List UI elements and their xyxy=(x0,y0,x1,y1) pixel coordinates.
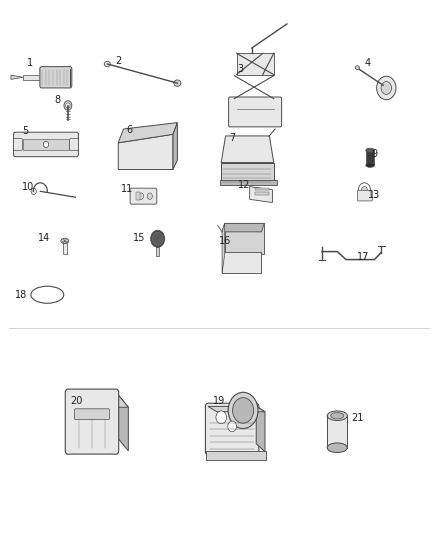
Text: 3: 3 xyxy=(237,64,243,74)
Polygon shape xyxy=(222,223,264,232)
Polygon shape xyxy=(118,123,177,143)
Bar xyxy=(255,192,269,195)
Polygon shape xyxy=(256,406,265,452)
Bar xyxy=(220,180,277,185)
FancyBboxPatch shape xyxy=(70,139,78,150)
Polygon shape xyxy=(68,392,128,407)
Circle shape xyxy=(147,193,152,199)
Text: 1: 1 xyxy=(27,58,33,68)
Bar xyxy=(237,53,274,75)
Bar xyxy=(366,150,374,165)
Circle shape xyxy=(43,141,49,148)
Bar xyxy=(206,451,266,459)
Polygon shape xyxy=(222,223,225,273)
Polygon shape xyxy=(221,163,274,181)
Ellipse shape xyxy=(355,66,360,69)
Circle shape xyxy=(31,188,36,195)
Bar xyxy=(136,192,140,200)
Circle shape xyxy=(66,103,70,108)
Ellipse shape xyxy=(327,443,347,453)
FancyBboxPatch shape xyxy=(229,97,282,127)
Ellipse shape xyxy=(174,80,181,86)
Text: 6: 6 xyxy=(126,125,132,135)
Bar xyxy=(327,416,347,448)
Ellipse shape xyxy=(31,286,64,303)
Circle shape xyxy=(64,101,72,110)
Polygon shape xyxy=(208,406,265,411)
Circle shape xyxy=(152,232,163,245)
FancyBboxPatch shape xyxy=(40,67,72,88)
FancyBboxPatch shape xyxy=(205,403,259,455)
Circle shape xyxy=(381,82,392,94)
Text: 8: 8 xyxy=(54,95,60,105)
Bar xyxy=(23,75,42,80)
FancyBboxPatch shape xyxy=(65,389,119,454)
Text: 11: 11 xyxy=(121,184,133,194)
Text: 20: 20 xyxy=(71,396,83,406)
FancyBboxPatch shape xyxy=(357,190,372,201)
Bar xyxy=(23,139,69,150)
Circle shape xyxy=(216,411,226,424)
FancyBboxPatch shape xyxy=(14,139,22,150)
Bar xyxy=(255,188,269,190)
Text: 15: 15 xyxy=(133,233,145,243)
Polygon shape xyxy=(11,75,23,79)
Text: 2: 2 xyxy=(115,56,121,66)
Text: 17: 17 xyxy=(357,252,370,262)
Text: 13: 13 xyxy=(368,190,381,199)
Text: 21: 21 xyxy=(351,414,363,423)
Text: 9: 9 xyxy=(371,149,378,158)
Text: 19: 19 xyxy=(213,396,225,406)
Polygon shape xyxy=(116,392,128,451)
Polygon shape xyxy=(221,136,274,163)
Circle shape xyxy=(358,183,371,198)
Circle shape xyxy=(233,398,254,423)
Polygon shape xyxy=(173,123,177,169)
Text: 18: 18 xyxy=(15,290,27,300)
Ellipse shape xyxy=(104,61,110,67)
Text: 4: 4 xyxy=(365,58,371,68)
Circle shape xyxy=(377,76,396,100)
Text: 14: 14 xyxy=(38,233,50,243)
Ellipse shape xyxy=(327,411,347,421)
Ellipse shape xyxy=(331,413,344,419)
FancyBboxPatch shape xyxy=(14,132,78,157)
Text: 10: 10 xyxy=(21,182,34,191)
Text: 16: 16 xyxy=(219,236,232,246)
Circle shape xyxy=(151,230,165,247)
FancyBboxPatch shape xyxy=(130,188,157,204)
Circle shape xyxy=(361,187,367,194)
Bar xyxy=(156,247,159,256)
Circle shape xyxy=(138,193,144,199)
Bar xyxy=(225,223,264,254)
Bar xyxy=(222,252,261,273)
Circle shape xyxy=(228,421,237,432)
Ellipse shape xyxy=(61,238,69,244)
Text: 7: 7 xyxy=(229,133,235,142)
Bar xyxy=(63,243,67,254)
FancyBboxPatch shape xyxy=(74,409,110,419)
Ellipse shape xyxy=(366,163,374,167)
Polygon shape xyxy=(250,187,272,203)
Text: 12: 12 xyxy=(238,181,251,190)
Ellipse shape xyxy=(366,148,374,152)
Polygon shape xyxy=(118,134,173,169)
Circle shape xyxy=(228,392,258,429)
Text: 5: 5 xyxy=(22,126,28,135)
